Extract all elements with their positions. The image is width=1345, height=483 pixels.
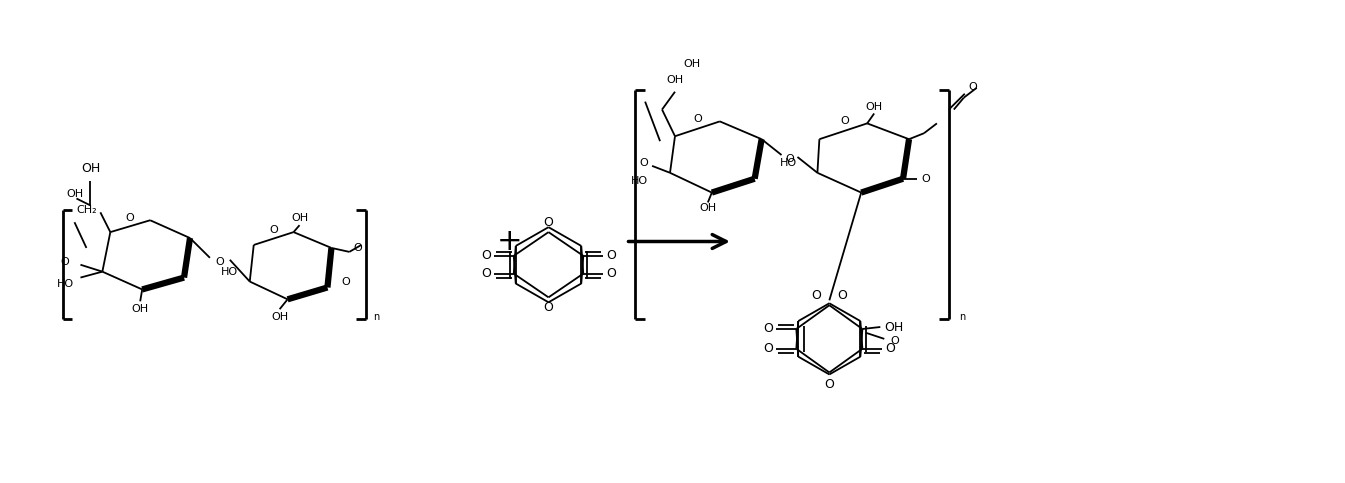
- Text: n: n: [959, 312, 966, 322]
- Text: n: n: [374, 312, 379, 322]
- Text: OH: OH: [884, 321, 904, 333]
- Text: O: O: [607, 249, 616, 262]
- Text: O: O: [839, 116, 849, 127]
- Text: O: O: [885, 342, 896, 355]
- Text: O: O: [543, 301, 553, 314]
- Text: O: O: [61, 257, 70, 267]
- Text: HO: HO: [58, 279, 74, 288]
- Text: HO: HO: [221, 267, 238, 277]
- Text: OH: OH: [683, 59, 701, 69]
- Text: OH: OH: [699, 203, 717, 213]
- Text: +: +: [496, 227, 522, 256]
- Text: O: O: [639, 158, 648, 168]
- Text: OH: OH: [132, 304, 149, 314]
- Text: O: O: [543, 216, 553, 229]
- Text: O: O: [126, 213, 134, 223]
- Text: OH: OH: [866, 101, 882, 112]
- Text: O: O: [342, 277, 350, 286]
- Text: O: O: [785, 154, 794, 164]
- Text: O: O: [890, 336, 898, 346]
- Text: O: O: [354, 243, 362, 253]
- Text: O: O: [482, 267, 491, 280]
- Text: O: O: [968, 82, 978, 92]
- Text: O: O: [215, 257, 225, 267]
- Text: OH: OH: [291, 213, 308, 223]
- Text: OH: OH: [666, 75, 683, 85]
- Text: O: O: [838, 289, 847, 302]
- Text: O: O: [607, 267, 616, 280]
- Text: O: O: [824, 378, 834, 391]
- Text: HO: HO: [780, 158, 798, 168]
- Text: O: O: [921, 174, 929, 184]
- Text: O: O: [764, 342, 773, 355]
- Text: OH: OH: [81, 162, 100, 175]
- Text: OH: OH: [66, 188, 83, 199]
- Text: O: O: [269, 225, 278, 235]
- Text: OH: OH: [272, 312, 288, 322]
- Text: O: O: [482, 249, 491, 262]
- Text: CH₂: CH₂: [77, 205, 97, 215]
- Text: HO: HO: [631, 176, 648, 185]
- Text: O: O: [764, 323, 773, 336]
- Text: O: O: [694, 114, 702, 125]
- Text: O: O: [811, 289, 822, 302]
